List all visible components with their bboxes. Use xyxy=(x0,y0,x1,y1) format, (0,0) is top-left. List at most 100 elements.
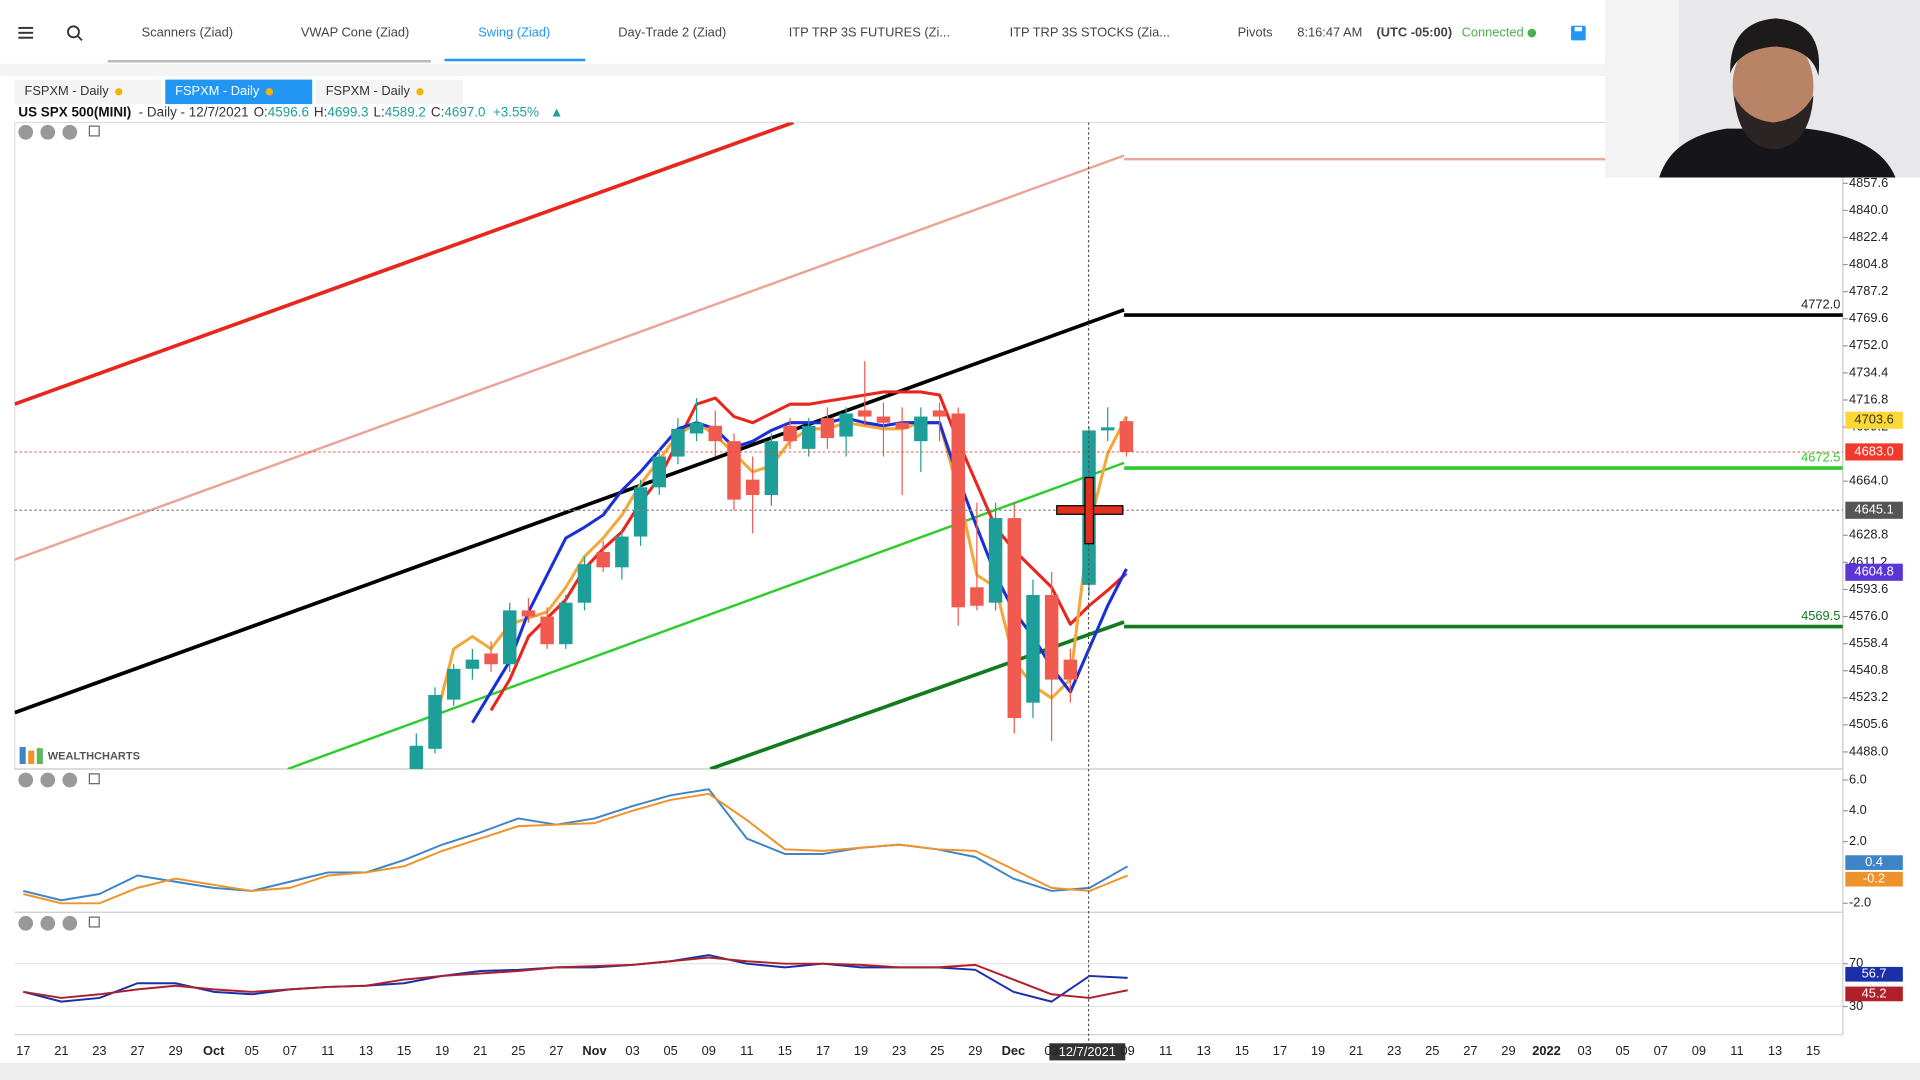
x-tick-label: 17 xyxy=(16,1043,30,1058)
interval: - Daily - 12/7/2021 xyxy=(139,104,249,119)
x-tick-label: 03 xyxy=(1577,1043,1591,1058)
top-bar xyxy=(0,0,1606,64)
candle-body xyxy=(708,425,723,442)
x-tick-label: 21 xyxy=(54,1043,68,1058)
candle-body xyxy=(876,416,891,423)
open-key: O: xyxy=(254,104,268,119)
candle-body xyxy=(895,422,909,429)
x-tick-label: 09 xyxy=(702,1043,716,1058)
y-tick-label: 70 xyxy=(1849,955,1863,970)
tab[interactable]: ITP TRP 3S FUTURES (Zi... xyxy=(789,24,950,39)
x-tick-label: 23 xyxy=(892,1043,906,1058)
y-tick-label: 6.0 xyxy=(1849,771,1867,786)
candle-body xyxy=(951,413,965,608)
y-tick-label: 4734.4 xyxy=(1849,364,1888,379)
candle-body xyxy=(484,653,498,665)
x-tick-label: 13 xyxy=(1197,1043,1211,1058)
x-tick-label: 25 xyxy=(930,1043,944,1058)
x-tick-label: 03 xyxy=(625,1043,639,1058)
x-tick-label: 29 xyxy=(968,1043,982,1058)
y-tick-label: 4752.0 xyxy=(1849,337,1888,352)
y-tick-label: 4576.0 xyxy=(1849,608,1888,623)
top-bar-gap xyxy=(0,63,1606,76)
price-tag xyxy=(1845,501,1903,519)
level-label: 4569.5 xyxy=(1801,608,1840,623)
candle-body xyxy=(446,668,461,700)
y-tick-label: 4769.6 xyxy=(1849,310,1888,325)
tab[interactable]: VWAP Cone (Ziad) xyxy=(301,24,410,39)
level-label: 4772.0 xyxy=(1801,297,1840,312)
tab[interactable]: Swing (Ziad) xyxy=(478,24,550,39)
x-tick-label: 17 xyxy=(1273,1043,1287,1058)
tab[interactable]: ITP TRP 3S STOCKS (Zia... xyxy=(1010,24,1170,39)
tab[interactable]: Scanners (Ziad) xyxy=(142,24,233,39)
search-icon[interactable] xyxy=(67,25,83,42)
x-tick-label: 27 xyxy=(1463,1043,1477,1058)
x-tick-label: 29 xyxy=(168,1043,182,1058)
save-icon[interactable] xyxy=(1571,25,1586,41)
candle-body xyxy=(1063,659,1078,680)
candle-body xyxy=(858,410,872,417)
x-tick-label: 19 xyxy=(1311,1043,1325,1058)
price-tag xyxy=(1845,411,1903,429)
candle-body xyxy=(1007,518,1022,719)
x-tick-label: 21 xyxy=(473,1043,487,1058)
x-tick-label: 17 xyxy=(816,1043,830,1058)
value-tag xyxy=(1845,986,1903,1002)
x-tick-label: 19 xyxy=(854,1043,868,1058)
pane-controls[interactable] xyxy=(18,124,100,931)
candle-body xyxy=(652,456,666,488)
y-tick-label: 4.0 xyxy=(1849,802,1867,817)
close-value: 4697.0 xyxy=(444,104,485,119)
value-tag xyxy=(1845,966,1903,982)
candle-body xyxy=(988,518,1003,603)
chart-tab-label: FSPXM - Daily xyxy=(175,83,260,98)
brand-logo xyxy=(19,746,43,765)
timezone: (UTC -05:00) xyxy=(1376,24,1452,39)
y-tick-label: -2.0 xyxy=(1849,895,1871,910)
tab[interactable]: Day-Trade 2 (Ziad) xyxy=(618,24,726,39)
x-tick-label: 23 xyxy=(92,1043,106,1058)
indicator-line xyxy=(23,792,1129,905)
y-tick-label: 4628.8 xyxy=(1849,527,1888,542)
x-tick-label: 05 xyxy=(245,1043,259,1058)
chart-tab-dot xyxy=(265,88,274,96)
price-tag-label: 4604.8 xyxy=(1854,564,1893,579)
candle-body xyxy=(503,610,517,665)
x-tick-label: 15 xyxy=(1235,1043,1249,1058)
trend-line[interactable] xyxy=(14,154,1125,561)
y-tick-label: 4857.6 xyxy=(1849,175,1888,190)
y-tick-label: 4840.0 xyxy=(1849,202,1888,217)
candle-body xyxy=(615,536,629,568)
x-tick-label: 11 xyxy=(1159,1043,1172,1058)
candle-body xyxy=(689,422,704,434)
level-label: 4672.5 xyxy=(1801,450,1840,465)
candle-body xyxy=(633,487,648,537)
connection-status: Connected xyxy=(1462,24,1524,39)
trend-line[interactable] xyxy=(14,122,795,406)
x-tick-label: 07 xyxy=(1654,1043,1668,1058)
x-tick-label: Nov xyxy=(582,1043,607,1058)
candle-body xyxy=(409,745,424,769)
value-tag-label: 56.7 xyxy=(1862,966,1887,981)
y-tick-label: 4822.4 xyxy=(1849,229,1888,244)
candle-body xyxy=(671,428,685,457)
menu-icon[interactable] xyxy=(18,26,34,39)
trend-line[interactable] xyxy=(14,308,1125,715)
trend-line[interactable] xyxy=(287,461,1125,769)
y-tick-label: 4716.8 xyxy=(1849,391,1888,406)
brand-name: WEALTHCHARTS xyxy=(48,751,140,763)
y-tick-label: 4505.6 xyxy=(1849,716,1888,731)
candle-body xyxy=(596,551,610,568)
x-tick-label: 19 xyxy=(435,1043,449,1058)
chart-tab[interactable] xyxy=(165,79,313,105)
chart-tab[interactable] xyxy=(315,79,463,105)
candle-body xyxy=(801,425,816,449)
pivots-button[interactable]: Pivots xyxy=(1238,24,1273,39)
candle-body xyxy=(783,425,797,442)
candle-body xyxy=(970,587,984,606)
chart-tab[interactable] xyxy=(14,79,162,105)
low-key: L: xyxy=(374,104,385,119)
